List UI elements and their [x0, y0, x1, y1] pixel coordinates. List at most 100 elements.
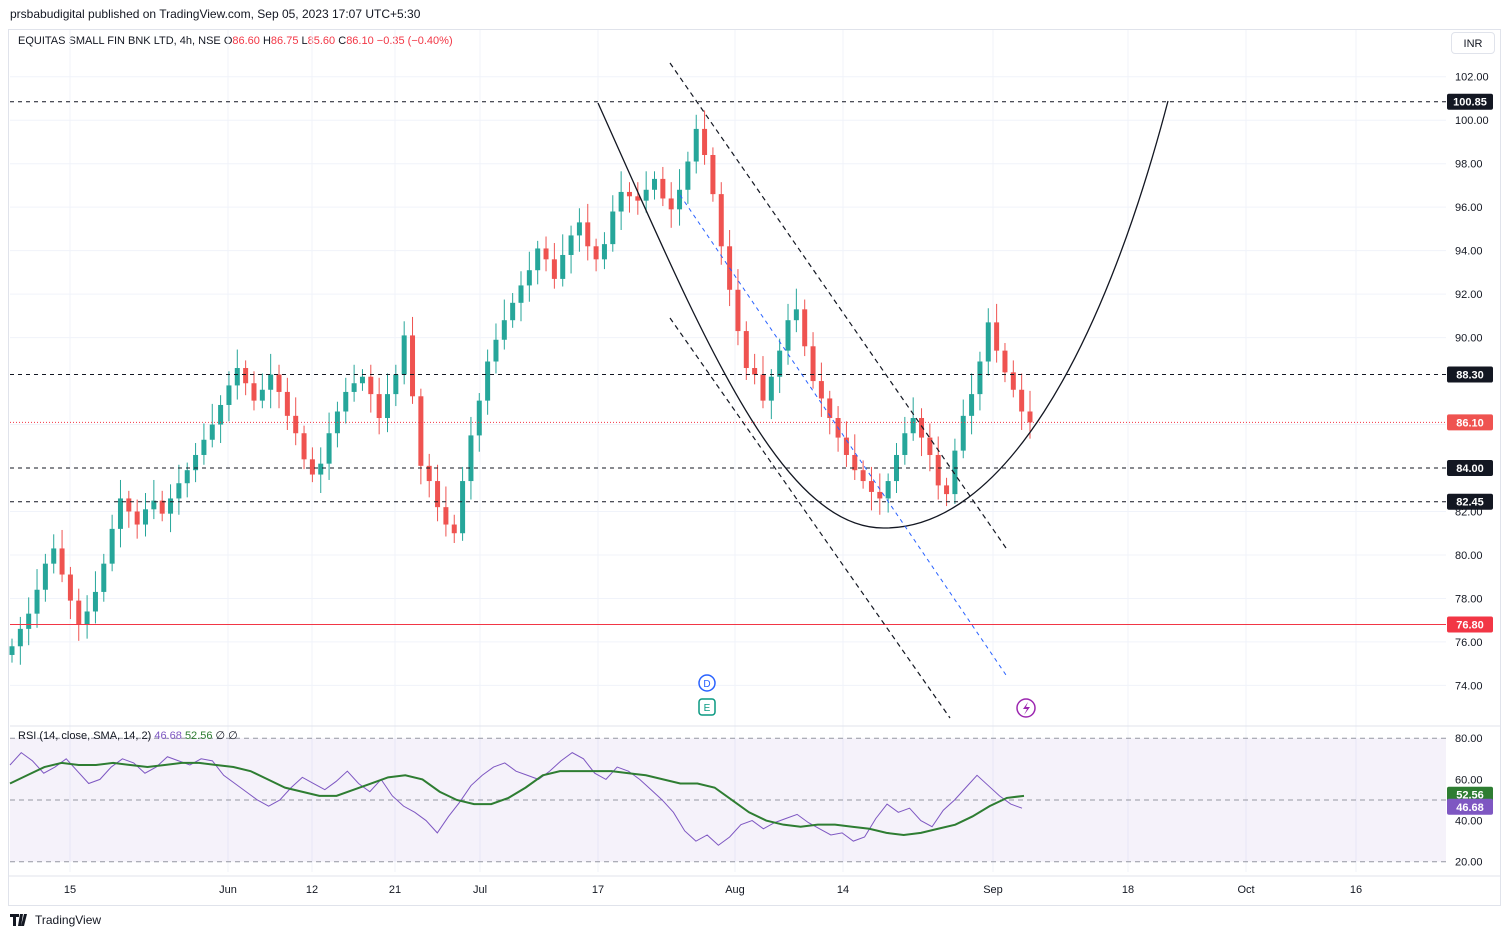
candle-body — [785, 320, 791, 351]
rsi-tick-label: 20.00 — [1455, 857, 1483, 869]
time-tick-label: 12 — [306, 884, 318, 896]
time-tick-label: Aug — [725, 884, 745, 896]
candle-body — [526, 270, 532, 286]
time-tick-label: 16 — [1350, 884, 1362, 896]
candle-body — [343, 391, 349, 412]
candle-body — [410, 335, 416, 397]
price-tick-label: 94.00 — [1455, 246, 1483, 258]
candle-body — [109, 528, 115, 564]
candle-body — [860, 470, 866, 482]
candle-body — [1019, 389, 1025, 412]
news-flash-bolt — [1023, 702, 1030, 715]
price-tick-label: 76.00 — [1455, 637, 1483, 649]
rsi-label[interactable]: RSI (14, close, SMA, 14, 2) — [18, 730, 152, 742]
currency-button[interactable]: INR — [1451, 32, 1495, 54]
candle-body — [234, 368, 240, 386]
cup-pattern-curve — [597, 100, 1169, 529]
dividend-marker-letter: D — [703, 679, 710, 690]
candle-body — [535, 248, 541, 271]
candle-body — [660, 178, 666, 199]
candle-body — [985, 322, 991, 362]
candle-body — [476, 400, 482, 436]
time-tick-label: 18 — [1122, 884, 1134, 896]
candle-body — [376, 394, 382, 419]
level-label-bg — [1447, 366, 1493, 383]
rsi-tick-label: 80.00 — [1455, 733, 1483, 745]
close-value: 86.10 — [346, 35, 374, 47]
candle-body — [677, 189, 683, 210]
candle-body — [510, 302, 516, 321]
candle-body — [802, 309, 808, 347]
level-label: 82.45 — [1456, 497, 1484, 509]
brand-logo[interactable]: TradingView — [10, 913, 101, 927]
candle-body — [868, 481, 874, 492]
level-label: 100.85 — [1453, 97, 1487, 109]
candle-body — [952, 450, 958, 495]
candle-body — [760, 374, 766, 401]
level-label: 86.10 — [1456, 417, 1484, 429]
candle-body — [543, 248, 549, 260]
brand-name: TradingView — [35, 913, 102, 927]
chart-frame — [8, 29, 1501, 906]
candle-body — [201, 439, 207, 455]
candle-body — [1002, 350, 1008, 373]
rsi-value-label-bg — [1447, 786, 1493, 803]
candle-body — [710, 154, 716, 195]
time-tick-label: Jun — [219, 884, 237, 896]
open-value: 86.60 — [232, 35, 260, 47]
candle-body — [601, 244, 607, 260]
candle-body — [743, 331, 749, 369]
candle-body — [134, 511, 140, 525]
candle-body — [518, 285, 524, 303]
published-caption: prsbabudigital published on TradingView.… — [10, 7, 421, 21]
candle-body — [935, 454, 941, 486]
level-label-bg — [1447, 414, 1493, 431]
candle-body — [284, 391, 290, 416]
candle-body — [318, 463, 324, 475]
candle-body — [693, 128, 699, 162]
candle-body — [752, 368, 758, 375]
candle-body — [493, 339, 499, 362]
rsi-value-label: 52.56 — [1456, 790, 1484, 802]
candle-body — [426, 465, 432, 482]
candle-body — [969, 394, 975, 416]
candle-body — [818, 381, 824, 399]
earnings-marker-icon — [698, 698, 716, 716]
candle-body — [435, 481, 441, 508]
level-label-bg — [1447, 460, 1493, 477]
candle-body — [568, 235, 574, 255]
candle-body — [193, 454, 199, 471]
candle-body — [919, 418, 925, 438]
rsi-tick-label: 60.00 — [1455, 774, 1483, 786]
candle-body — [977, 361, 983, 395]
rsi-sma-value: 52.56 — [184, 730, 213, 742]
rsi-legend: RSI (14, close, SMA, 14, 2) 46.68 52.56 … — [18, 729, 238, 742]
candle-body — [1010, 372, 1016, 390]
rsi-sma-line — [9, 761, 1025, 836]
candle-body — [443, 507, 449, 525]
level-label: 88.30 — [1456, 370, 1484, 382]
candle-body — [401, 335, 407, 375]
candle-body — [960, 415, 966, 451]
symbol-name[interactable]: EQUITAS SMALL FIN BNK LTD, 4h, NSE — [18, 35, 221, 47]
candle-body — [243, 368, 249, 384]
candle-body — [276, 374, 282, 392]
candle-body — [176, 483, 182, 499]
candle-body — [735, 289, 741, 332]
candle-body — [560, 254, 566, 279]
rsi-line — [9, 751, 1023, 846]
candle-body — [910, 418, 916, 434]
level-label-bg — [1447, 616, 1493, 633]
candle-body — [652, 178, 658, 190]
candle-body — [643, 189, 649, 201]
rsi-value-label-bg — [1447, 798, 1493, 815]
candle-body — [810, 346, 816, 382]
dividend-marker-icon — [698, 674, 716, 692]
candle-body — [418, 396, 424, 466]
candle-body — [685, 161, 691, 190]
candle-body — [1027, 411, 1033, 423]
candle-body — [635, 196, 641, 201]
candle-body — [159, 500, 165, 514]
candle-body — [893, 454, 899, 482]
